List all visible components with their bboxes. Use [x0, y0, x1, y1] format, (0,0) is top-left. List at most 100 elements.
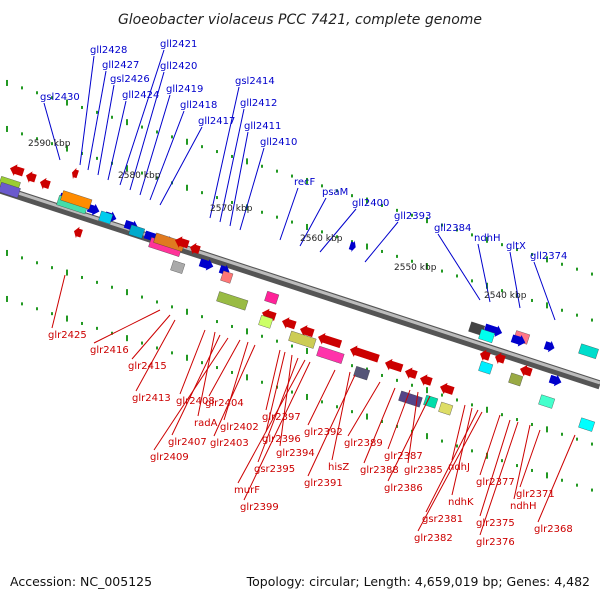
- gene-block: [98, 210, 114, 225]
- tick-mark: [381, 203, 383, 207]
- tick-mark: [591, 442, 593, 446]
- tick-mark: [36, 137, 38, 141]
- bottom-leader-line: [387, 389, 411, 450]
- gene-block: [438, 401, 454, 416]
- top-leader-line: [119, 49, 165, 186]
- tick-mark: [561, 432, 563, 436]
- bottom-gene-label: glr2415: [128, 361, 167, 372]
- tick-mark: [486, 236, 488, 243]
- tick-mark: [201, 315, 203, 319]
- bottom-leader-line: [197, 331, 216, 417]
- tick-mark: [411, 383, 413, 387]
- bottom-leader-line: [51, 274, 66, 329]
- tick-mark: [216, 320, 218, 324]
- top-leader-line: [477, 243, 491, 303]
- tick-mark: [51, 142, 53, 146]
- bottom-leader-line: [425, 409, 479, 513]
- gene-block: [508, 372, 524, 387]
- tick-mark: [456, 398, 458, 402]
- tick-mark: [6, 249, 8, 256]
- bottom-gene-label: hisZ: [328, 462, 349, 473]
- tick-mark: [291, 344, 293, 348]
- bottom-gene-label: glr2402: [220, 422, 259, 433]
- tick-mark: [351, 194, 353, 198]
- reverse-gene-arrow: [300, 325, 315, 338]
- tick-mark: [231, 370, 233, 374]
- gene-block: [578, 417, 596, 432]
- bottom-gene-label: glr2385: [404, 465, 443, 476]
- tick-mark: [531, 422, 533, 426]
- bottom-leader-line: [451, 404, 466, 461]
- tick-mark: [276, 215, 278, 219]
- reverse-gene-arrow: [74, 226, 83, 239]
- tick-mark: [321, 184, 323, 188]
- reverse-gene-arrow: [190, 242, 201, 255]
- bottom-gene-label: murF: [234, 485, 260, 496]
- bottom-leader-line: [171, 334, 221, 436]
- gene-block: [220, 270, 234, 284]
- gene-block: [423, 394, 439, 409]
- tick-mark: [471, 449, 473, 453]
- top-leader-line: [159, 126, 203, 206]
- gene-features: [0, 164, 599, 432]
- bottom-gene-label: glr2409: [150, 452, 189, 463]
- tick-mark: [21, 256, 23, 260]
- reverse-gene-arrow: [72, 167, 79, 180]
- reverse-gene-arrow: [420, 374, 433, 386]
- tick-mark: [81, 275, 83, 279]
- tick-mark: [471, 279, 473, 283]
- scale-label: 2580 kbp: [118, 171, 161, 181]
- top-leader-line: [43, 102, 61, 161]
- top-gene-label: gll2424: [122, 90, 159, 101]
- reverse-gene-arrow: [40, 177, 51, 190]
- tick-mark: [231, 200, 233, 204]
- tick-mark: [186, 354, 188, 361]
- bottom-leader-line: [451, 407, 473, 496]
- gene-block: [264, 290, 280, 305]
- top-gene-label: gsl2430: [40, 92, 80, 103]
- tick-mark: [141, 341, 143, 345]
- bottom-gene-label: glr2394: [276, 448, 315, 459]
- top-leader-line: [87, 70, 107, 171]
- bottom-gene-label: radA: [194, 418, 218, 429]
- tick-mark: [441, 439, 443, 443]
- tick-mark: [546, 426, 548, 433]
- top-leader-line: [299, 197, 327, 247]
- tick-mark: [321, 400, 323, 404]
- bottom-leader-line: [135, 319, 176, 392]
- bottom-gene-label: glr2413: [132, 393, 171, 404]
- forward-gene-arrow: [198, 258, 214, 271]
- tick-mark: [216, 150, 218, 154]
- bottom-leader-line: [347, 381, 381, 437]
- tick-mark: [66, 99, 68, 106]
- tick-mark: [336, 189, 338, 193]
- bottom-gene-label: glr2368: [534, 524, 573, 535]
- top-leader-line: [79, 55, 95, 166]
- tick-mark: [381, 419, 383, 423]
- bottom-leader-line: [479, 421, 519, 536]
- gene-block: [316, 345, 345, 364]
- tick-mark: [516, 464, 518, 468]
- reverse-gene-arrow: [405, 367, 418, 379]
- scale-label: 2560 kbp: [300, 234, 343, 244]
- tick-mark: [21, 86, 23, 90]
- tick-mark: [141, 295, 143, 299]
- tick-mark: [441, 269, 443, 273]
- tick-mark: [216, 196, 218, 200]
- tick-mark: [546, 256, 548, 263]
- top-leader-line: [437, 233, 481, 301]
- bottom-leader-line: [279, 354, 293, 447]
- bottom-leader-line: [93, 309, 161, 344]
- bottom-gene-label: ndhJ: [448, 462, 470, 473]
- tick-mark: [381, 249, 383, 253]
- gene-block: [0, 182, 21, 199]
- label-leaders: [43, 49, 576, 536]
- top-leader-line: [533, 261, 556, 321]
- tick-mark: [336, 235, 338, 239]
- forward-gene-arrow: [543, 340, 555, 353]
- scale-label: 2550 kbp: [394, 263, 437, 273]
- bottom-gene-label: glr2371: [516, 489, 555, 500]
- reverse-gene-arrow: [175, 236, 190, 249]
- bottom-gene-label: glr2391: [304, 478, 343, 489]
